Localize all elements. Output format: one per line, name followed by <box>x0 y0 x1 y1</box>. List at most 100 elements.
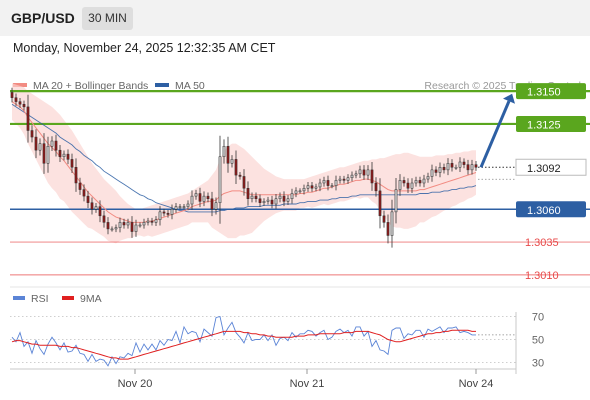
forecast-arrow-head <box>503 93 515 104</box>
candle-body <box>174 206 178 210</box>
rsi-tick-label: 50 <box>532 335 544 347</box>
ma20-swatch <box>13 83 27 88</box>
candle-body <box>190 195 194 205</box>
candle-body <box>182 206 186 208</box>
candle-body <box>122 222 126 226</box>
candle-body <box>102 215 106 223</box>
candle-body <box>198 193 202 202</box>
candle-body <box>374 182 378 192</box>
candle-body <box>366 169 370 176</box>
candle-body <box>58 149 62 157</box>
candle-body <box>274 198 278 205</box>
candle-body <box>170 209 174 215</box>
candle-body <box>38 143 42 151</box>
legend-rsi: RSI <box>13 293 49 305</box>
candle-body <box>194 193 198 197</box>
candle-body <box>158 211 162 220</box>
candle-body <box>466 164 470 171</box>
candle-body <box>450 163 454 168</box>
rsi-legend-label: RSI <box>31 293 49 305</box>
candle-body <box>134 224 138 232</box>
candle-body <box>406 182 410 189</box>
ma50-swatch <box>155 83 169 88</box>
candle-body <box>362 169 366 176</box>
time-tick-label: Nov 24 <box>459 378 494 390</box>
candle-body <box>26 106 30 131</box>
candle-body <box>138 224 142 227</box>
candle-body <box>294 190 298 194</box>
ma50-legend-label: MA 50 <box>175 80 205 92</box>
candle-body <box>98 206 102 217</box>
candle-body <box>410 182 414 189</box>
legend-ma50: MA 50 <box>155 80 205 92</box>
candle-body <box>354 173 358 176</box>
candle-body <box>230 159 234 164</box>
candle-body <box>234 159 238 176</box>
bollinger-band-area <box>12 83 476 244</box>
time-tick-label: Nov 20 <box>118 378 153 390</box>
candle-body <box>86 195 90 203</box>
candle-body <box>342 178 346 181</box>
candle-body <box>310 185 314 189</box>
candle-body <box>442 167 446 171</box>
candle-body <box>302 188 306 192</box>
candle-body <box>74 167 78 184</box>
candle-body <box>286 198 290 202</box>
candle-body <box>154 219 158 223</box>
candle-body <box>262 201 266 203</box>
rsi-swatch <box>13 296 25 301</box>
candle-body <box>62 153 66 157</box>
candle-body <box>246 188 250 199</box>
level-label-1.3150: 1.3150 <box>527 87 561 99</box>
ma20-legend-label: MA 20 + Bollinger Bands <box>33 80 149 92</box>
candle-body <box>130 222 134 232</box>
candle-body <box>338 178 342 181</box>
candle-body <box>226 146 230 164</box>
level-tag-1.3060 <box>516 201 586 218</box>
ma9-legend-label: 9MA <box>80 293 102 305</box>
candle-body <box>474 164 478 168</box>
rsi-tick-label: 70 <box>532 312 544 324</box>
candle-body <box>110 228 114 231</box>
level-tag-1.3150 <box>516 83 586 100</box>
candle-body <box>166 212 170 215</box>
candle-body <box>438 167 442 173</box>
candle-body <box>334 180 338 186</box>
candle-body <box>30 130 34 138</box>
ma9-swatch <box>62 296 74 301</box>
level-label-1.3060: 1.3060 <box>527 205 561 217</box>
candle-body <box>18 101 22 105</box>
ma50-line <box>11 103 477 213</box>
candle-body <box>346 177 350 181</box>
candle-body <box>378 190 382 217</box>
candle-body <box>214 202 218 210</box>
candle-body <box>446 163 450 171</box>
candle-body <box>250 195 254 199</box>
candle-body <box>162 211 166 214</box>
candle-body <box>278 195 282 199</box>
header-bar: GBP/USD 30 MIN <box>0 0 590 36</box>
candle-body <box>178 206 182 208</box>
candle-body <box>422 178 426 184</box>
candle-body <box>146 220 150 223</box>
rsi-line <box>11 315 476 367</box>
candle-body <box>70 159 74 168</box>
candle-body <box>34 136 38 151</box>
candle-body <box>282 195 286 202</box>
candle-body <box>322 180 326 184</box>
time-tick-label: Nov 21 <box>290 378 325 390</box>
candle-body <box>82 189 86 197</box>
legend-ma20: MA 20 + Bollinger Bands <box>13 80 148 92</box>
candle-body <box>430 169 434 177</box>
current-price-tag <box>515 158 587 176</box>
candle-body <box>258 198 262 203</box>
candle-body <box>206 195 210 199</box>
candle-body <box>350 174 354 178</box>
candle-body <box>394 189 398 213</box>
candle-body <box>142 222 146 226</box>
timeframe-badge[interactable]: 30 MIN <box>82 7 133 30</box>
candle-body <box>390 211 394 236</box>
candle-body <box>434 169 438 173</box>
candle-body <box>402 180 406 184</box>
